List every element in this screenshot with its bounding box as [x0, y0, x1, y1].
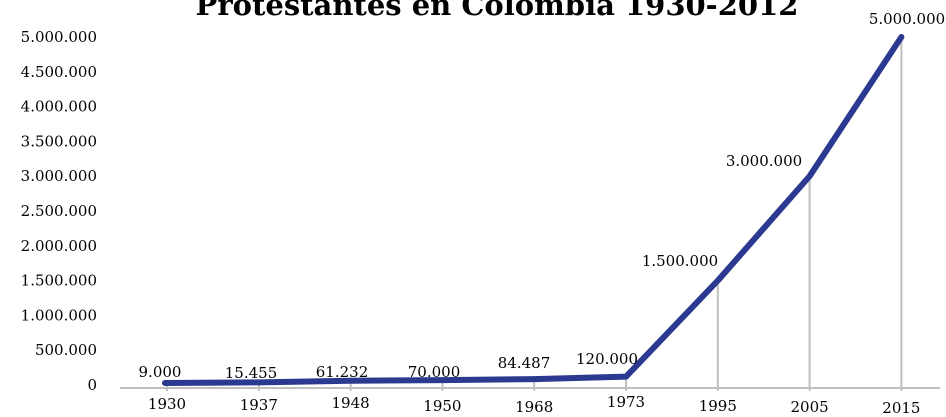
y-tick-label: 3.000.000 — [21, 167, 97, 185]
y-tick-label: 4.000.000 — [21, 98, 97, 116]
data-label: 61.232 — [316, 363, 369, 381]
x-tick-label: 2005 — [791, 398, 829, 416]
data-label: 120.000 — [576, 350, 638, 368]
data-label: 9.000 — [139, 363, 182, 381]
x-tick-label: 1937 — [240, 396, 278, 414]
y-tick-label: 2.500.000 — [21, 202, 97, 220]
x-tick-label: 1950 — [423, 397, 461, 415]
x-tick-label: 1968 — [515, 398, 553, 416]
x-tick-label: 2015 — [882, 399, 920, 417]
x-axis-ticks: 1930 1937 1948 1950 1968 1973 1995 2005 2015 — [148, 393, 921, 417]
x-tick-label: 1973 — [607, 393, 645, 411]
data-label: 15.455 — [225, 364, 278, 382]
x-tick-label: 1930 — [148, 395, 186, 413]
y-tick-label: 5.000.000 — [21, 28, 97, 46]
y-tick-label: 1.000.000 — [21, 306, 97, 324]
drop-lines — [166, 37, 903, 391]
y-tick-label: 500.000 — [35, 341, 97, 359]
data-labels: 9.000 15.455 61.232 70.000 84.487 120.000 1.50… — [139, 10, 946, 382]
y-tick-label: 0 — [87, 376, 97, 394]
data-label: 3.000.000 — [726, 152, 802, 170]
y-tick-label: 4.500.000 — [21, 63, 97, 81]
chart-title: Protestantes en Colombia 1930-2012 — [196, 0, 799, 22]
y-tick-label: 2.000.000 — [21, 237, 97, 255]
x-tick-label: 1995 — [699, 397, 737, 415]
data-label: 5.000.000 — [869, 10, 945, 28]
x-tick-label: 1948 — [332, 394, 370, 412]
series-line — [162, 34, 905, 386]
data-label: 70.000 — [408, 363, 461, 381]
y-tick-label: 1.500.000 — [21, 272, 97, 290]
data-label: 1.500.000 — [642, 252, 718, 270]
y-axis-ticks: 0 500.000 1.000.000 1.500.000 2.000.000 2.500… — [21, 28, 97, 394]
y-tick-label: 3.500.000 — [21, 132, 97, 150]
data-label: 84.487 — [498, 354, 551, 372]
